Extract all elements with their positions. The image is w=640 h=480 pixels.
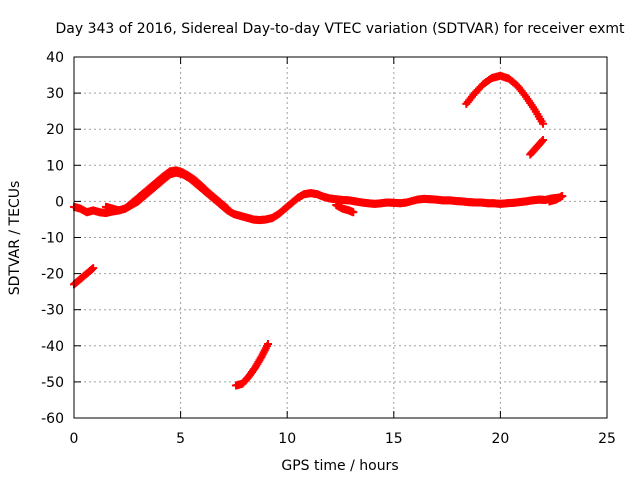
y-tick-label: 10 [46, 158, 64, 174]
series-short-20 [526, 136, 548, 159]
data-point [537, 137, 546, 146]
data-point [558, 191, 567, 200]
series-dip [332, 201, 358, 217]
y-tick-label: 40 [46, 50, 64, 66]
data-point [89, 264, 98, 273]
y-tick-label: 20 [46, 122, 64, 138]
x-tick-label: 5 [176, 431, 185, 447]
x-tick-label: 25 [598, 431, 616, 447]
y-tick-label: -10 [41, 231, 64, 247]
data-point [539, 136, 548, 145]
y-tick-label: -60 [41, 411, 64, 427]
axis-ticks: -60 -50 -40 -30 -20 -10 0 10 20 30 40 0 5 10 15 20 25 [41, 50, 616, 447]
y-tick-label: -20 [41, 267, 64, 283]
x-axis-label: GPS time / hours [281, 458, 398, 474]
series-end-tail [545, 191, 567, 206]
x-tick-label: 15 [385, 431, 403, 447]
y-tick-label: -40 [41, 339, 64, 355]
data-point [539, 119, 548, 128]
series-deep-dip [232, 339, 273, 390]
data-point [223, 204, 232, 213]
x-tick-label: 10 [278, 431, 296, 447]
grid-lines [74, 57, 607, 418]
series-arc-top [462, 71, 548, 128]
y-tick-label: 0 [55, 194, 64, 210]
chart-title: Day 343 of 2016, Sidereal Day-to-day VTE… [56, 21, 626, 37]
y-tick-label: -50 [41, 375, 64, 391]
y-tick-label: 30 [46, 86, 64, 102]
series-main-alt [101, 166, 232, 215]
data-point [349, 208, 358, 217]
data-points [70, 71, 567, 390]
data-point [264, 339, 273, 348]
x-tick-label: 0 [70, 431, 79, 447]
y-tick-label: -30 [41, 303, 64, 319]
y-axis-label: SDTVAR / TECUs [7, 181, 23, 296]
series-start-low [70, 264, 98, 289]
x-tick-label: 20 [491, 431, 509, 447]
